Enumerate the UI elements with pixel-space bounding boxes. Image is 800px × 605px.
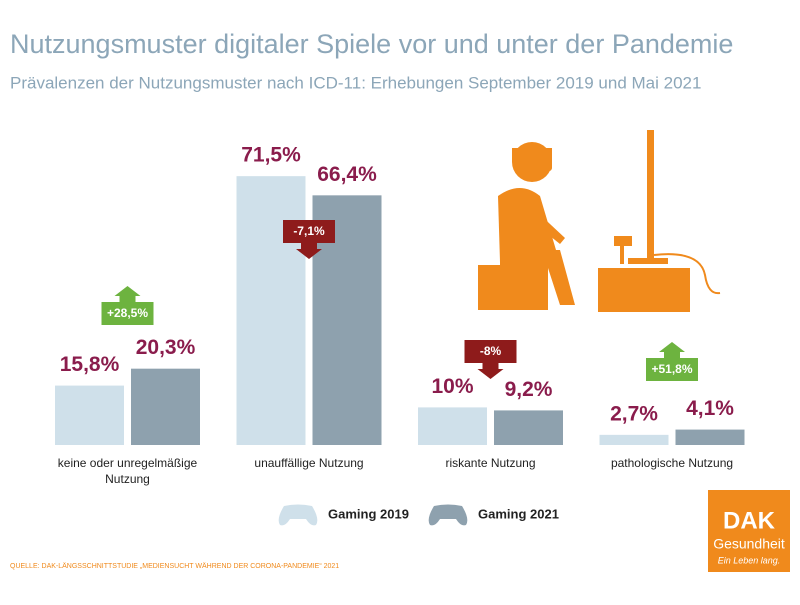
change-arrow [114, 286, 141, 302]
bar [236, 176, 306, 445]
x-label-box: keine oder unregelmäßige Nutzung [57, 456, 198, 486]
legend-label: Gaming 2019 [328, 506, 409, 521]
value-label: 9,2% [505, 378, 553, 401]
change-label: -7,1% [293, 224, 325, 238]
bar [418, 407, 487, 445]
change-box [464, 340, 517, 363]
bar [675, 429, 745, 445]
value-label: 20,3% [136, 336, 196, 359]
value-label: 71,5% [241, 144, 301, 167]
bar [599, 434, 669, 445]
change-arrow [659, 342, 685, 358]
logo-box [708, 490, 790, 572]
change-box [646, 358, 698, 381]
logo-slogan: Ein Leben lang. [718, 555, 781, 565]
change-label: -8% [480, 344, 502, 358]
x-tick-label: keine oder unregelmäßige Nutzung [57, 456, 198, 486]
x-label-box: riskante Nutzung [445, 456, 536, 470]
change-arrow [296, 243, 322, 259]
illustration [478, 130, 721, 312]
chart-subtitle: Prävalenzen der Nutzungsmuster nach ICD-… [10, 73, 701, 92]
bar [131, 368, 200, 445]
chart-title: Nutzungsmuster digitaler Spiele vor und … [10, 29, 733, 59]
bar [55, 385, 124, 445]
logo-subname: Gesundheit [713, 536, 785, 552]
legend-icon [428, 504, 468, 526]
x-tick-label: pathologische Nutzung [610, 456, 734, 470]
x-tick-label: unauffällige Nutzung [254, 456, 364, 470]
value-label: 2,7% [610, 402, 658, 425]
value-label: 4,1% [686, 397, 734, 420]
bar [494, 410, 563, 445]
x-label-box: pathologische Nutzung [610, 456, 734, 470]
change-arrow [477, 363, 504, 379]
value-label: 66,4% [317, 163, 377, 186]
legend-icon [278, 504, 318, 526]
x-tick-label: riskante Nutzung [445, 456, 536, 470]
x-label-box: unauffällige Nutzung [254, 456, 364, 470]
change-label: +51,8% [651, 362, 692, 376]
logo-name: DAK [723, 507, 776, 534]
change-label: +28,5% [107, 306, 148, 320]
source: QUELLE: DAK-LÄNGSSCHNITTSTUDIE „MEDIENSU… [10, 562, 339, 570]
change-box [283, 220, 335, 243]
legend-label: Gaming 2021 [478, 506, 559, 521]
value-label: 10% [431, 375, 473, 398]
change-box [101, 302, 154, 325]
value-label: 15,8% [60, 353, 120, 376]
